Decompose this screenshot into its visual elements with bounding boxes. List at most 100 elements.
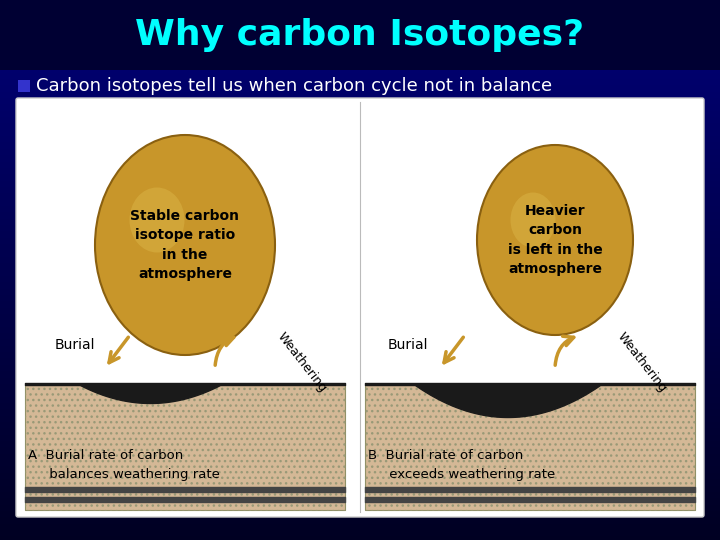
Bar — [0, 8, 720, 9]
Bar — [0, 86, 720, 87]
Bar — [0, 87, 720, 88]
Bar — [0, 112, 720, 113]
Bar — [0, 403, 720, 404]
Bar — [0, 49, 720, 50]
Bar — [0, 368, 720, 369]
Bar — [0, 464, 720, 465]
Bar — [0, 21, 720, 22]
Bar — [0, 176, 720, 177]
Bar — [0, 487, 720, 488]
Bar — [0, 305, 720, 306]
Bar — [0, 432, 720, 433]
Bar — [0, 373, 720, 374]
Bar — [0, 250, 720, 251]
Bar — [0, 236, 720, 237]
Bar — [0, 123, 720, 124]
Bar — [0, 394, 720, 395]
Bar — [0, 397, 720, 398]
Bar — [0, 76, 720, 77]
Bar — [0, 461, 720, 462]
Bar — [0, 74, 720, 75]
Bar — [0, 211, 720, 212]
Bar — [0, 92, 720, 93]
Bar — [0, 166, 720, 167]
Text: Carbon isotopes tell us when carbon cycle not in balance: Carbon isotopes tell us when carbon cycl… — [36, 77, 552, 95]
Bar — [0, 183, 720, 184]
Bar — [0, 441, 720, 442]
Bar — [0, 94, 720, 95]
Bar — [0, 131, 720, 132]
Bar — [0, 375, 720, 376]
Bar — [0, 345, 720, 346]
Bar — [0, 405, 720, 406]
Bar — [0, 338, 720, 339]
Bar — [0, 493, 720, 494]
Bar — [0, 473, 720, 474]
Bar — [0, 428, 720, 429]
Text: B  Burial rate of carbon
     exceeds weathering rate: B Burial rate of carbon exceeds weatheri… — [368, 449, 555, 481]
Bar — [0, 153, 720, 154]
Ellipse shape — [130, 187, 184, 253]
Bar — [0, 321, 720, 322]
Bar — [0, 182, 720, 183]
Bar — [0, 489, 720, 490]
Bar — [0, 450, 720, 451]
Bar — [0, 62, 720, 63]
Text: A  Burial rate of carbon
     balances weathering rate: A Burial rate of carbon balances weather… — [28, 449, 220, 481]
Bar — [0, 118, 720, 119]
Bar — [0, 524, 720, 525]
Bar — [0, 216, 720, 217]
Bar — [0, 168, 720, 169]
Bar — [0, 456, 720, 457]
Bar — [0, 411, 720, 412]
Bar — [0, 60, 720, 61]
Bar — [0, 330, 720, 331]
Bar — [0, 426, 720, 427]
Bar — [0, 458, 720, 459]
Bar — [0, 64, 720, 65]
Bar — [0, 146, 720, 147]
Bar — [0, 1, 720, 2]
Bar — [0, 88, 720, 89]
Bar — [0, 96, 720, 97]
Bar — [0, 525, 720, 526]
Bar — [0, 226, 720, 227]
Bar — [0, 28, 720, 29]
Bar — [0, 442, 720, 443]
Bar — [0, 93, 720, 94]
Bar — [0, 209, 720, 210]
Bar — [0, 136, 720, 137]
Bar — [0, 518, 720, 519]
Bar — [0, 285, 720, 286]
Bar — [0, 416, 720, 417]
Bar — [0, 384, 720, 385]
Bar — [0, 85, 720, 86]
Bar — [0, 404, 720, 405]
Bar — [0, 288, 720, 289]
Bar — [0, 174, 720, 175]
Bar — [0, 157, 720, 158]
Bar — [0, 27, 720, 28]
Bar — [0, 495, 720, 496]
Bar — [0, 220, 720, 221]
Bar — [0, 156, 720, 157]
Bar — [0, 344, 720, 345]
Bar — [0, 273, 720, 274]
Bar — [0, 113, 720, 114]
Bar — [0, 419, 720, 420]
Bar — [0, 517, 720, 518]
Bar — [0, 454, 720, 455]
Bar — [0, 400, 720, 401]
Bar — [0, 267, 720, 268]
Bar — [0, 197, 720, 198]
Bar — [0, 341, 720, 342]
Bar — [0, 381, 720, 382]
Bar — [0, 468, 720, 469]
Bar — [0, 111, 720, 112]
Bar — [0, 263, 720, 264]
Bar — [0, 269, 720, 270]
Bar — [0, 187, 720, 188]
Bar — [0, 348, 720, 349]
Bar — [0, 210, 720, 211]
Bar — [0, 17, 720, 18]
